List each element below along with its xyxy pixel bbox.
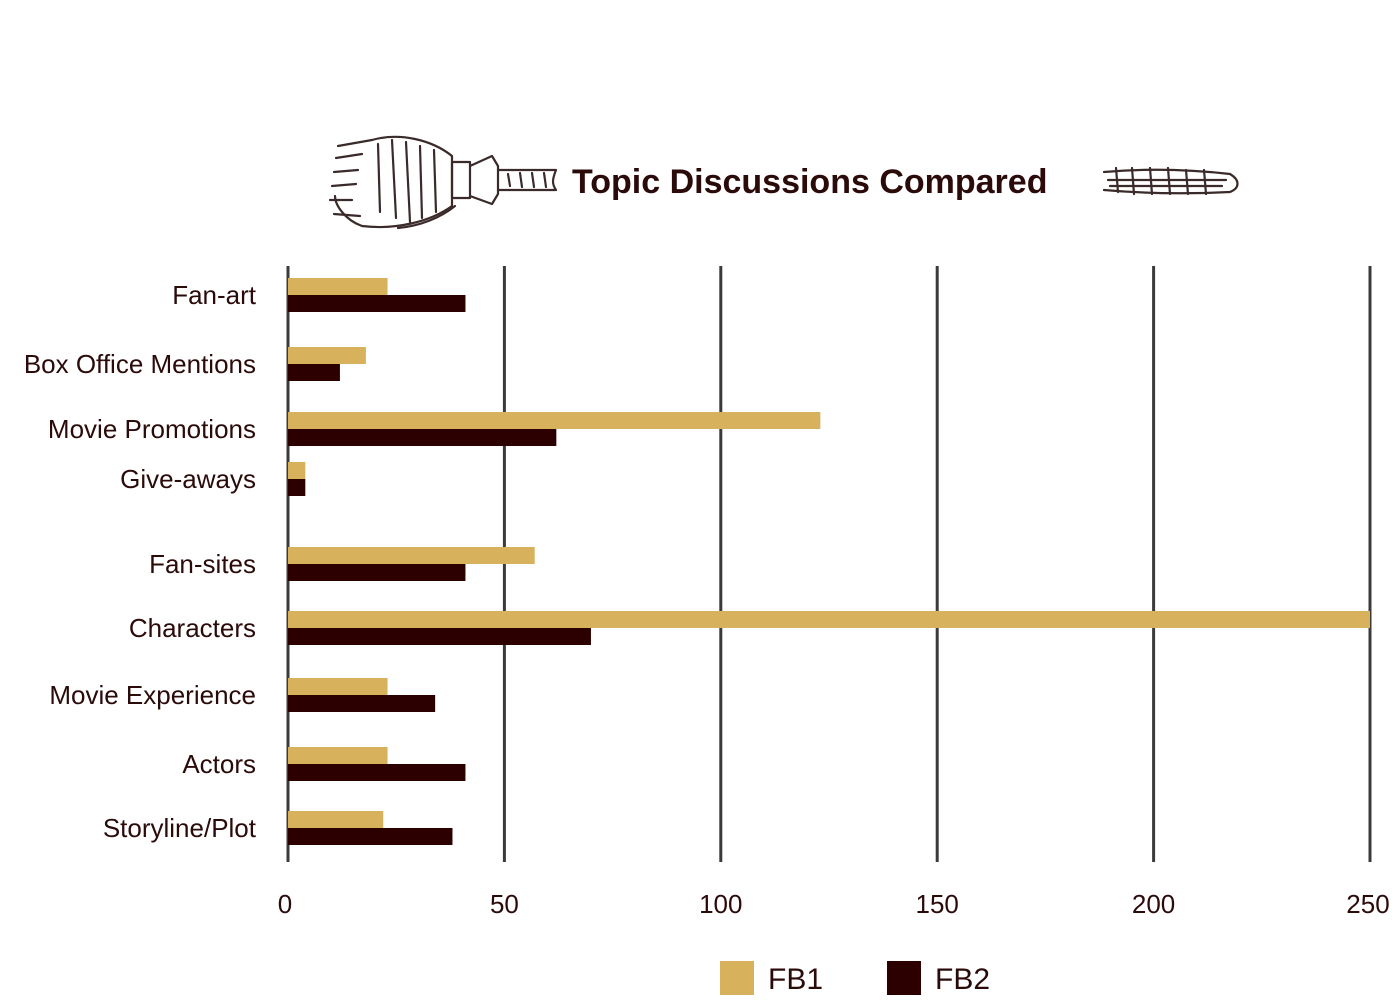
bar-fb1-fan-art xyxy=(288,278,388,295)
bar-fb1-box-office-mentions xyxy=(288,347,366,364)
category-label-fan-sites: Fan-sites xyxy=(149,549,256,579)
bar-fb2-fan-sites xyxy=(288,564,466,581)
bar-fb1-storyline-plot xyxy=(288,811,384,828)
brush-stroke-icon xyxy=(1102,166,1239,196)
chart-title-group: Topic Discussions Compared xyxy=(328,135,1239,230)
category-label-storyline-plot: Storyline/Plot xyxy=(103,813,257,843)
bar-fb2-actors xyxy=(288,764,466,781)
bar-fb1-actors xyxy=(288,747,388,764)
paintbrush-icon xyxy=(328,135,558,230)
legend-swatch-fb2 xyxy=(887,961,921,995)
x-tick-label-100: 100 xyxy=(699,889,742,919)
x-axis-tick-labels: 0 50 100 150 200 250 xyxy=(278,889,1390,919)
x-tick-label-250: 250 xyxy=(1346,889,1389,919)
legend-label-fb2: FB2 xyxy=(935,963,990,996)
category-label-actors: Actors xyxy=(182,749,256,779)
category-label-fan-art: Fan-art xyxy=(172,280,257,310)
legend-swatch-fb1 xyxy=(720,961,754,995)
category-label-movie-experience: Movie Experience xyxy=(49,680,256,710)
bar-fb2-characters xyxy=(288,628,591,645)
x-tick-label-150: 150 xyxy=(916,889,959,919)
bar-fb2-fan-art xyxy=(288,295,466,312)
bar-fb2-movie-promotions xyxy=(288,429,557,446)
bar-fb1-movie-experience xyxy=(288,678,388,695)
category-label-give-aways: Give-aways xyxy=(120,464,256,494)
bars xyxy=(288,278,1370,845)
bar-fb1-give-aways xyxy=(288,462,306,479)
bar-fb1-movie-promotions xyxy=(288,412,821,429)
x-tick-label-50: 50 xyxy=(490,889,519,919)
bar-fb2-movie-experience xyxy=(288,695,436,712)
bar-fb1-characters xyxy=(288,611,1370,628)
x-tick-label-0: 0 xyxy=(278,889,292,919)
legend: FB1 FB2 xyxy=(720,961,990,996)
bar-fb2-box-office-mentions xyxy=(288,364,340,381)
category-label-box-office-mentions: Box Office Mentions xyxy=(24,349,256,379)
category-labels: Fan-art Box Office Mentions Movie Promotio… xyxy=(24,280,257,843)
x-tick-label-200: 200 xyxy=(1132,889,1175,919)
category-label-movie-promotions: Movie Promotions xyxy=(48,414,256,444)
bar-fb2-storyline-plot xyxy=(288,828,453,845)
category-label-characters: Characters xyxy=(129,613,256,643)
chart-title: Topic Discussions Compared xyxy=(572,163,1047,201)
legend-label-fb1: FB1 xyxy=(768,963,823,996)
bar-fb2-give-aways xyxy=(288,479,306,496)
bar-fb1-fan-sites xyxy=(288,547,535,564)
